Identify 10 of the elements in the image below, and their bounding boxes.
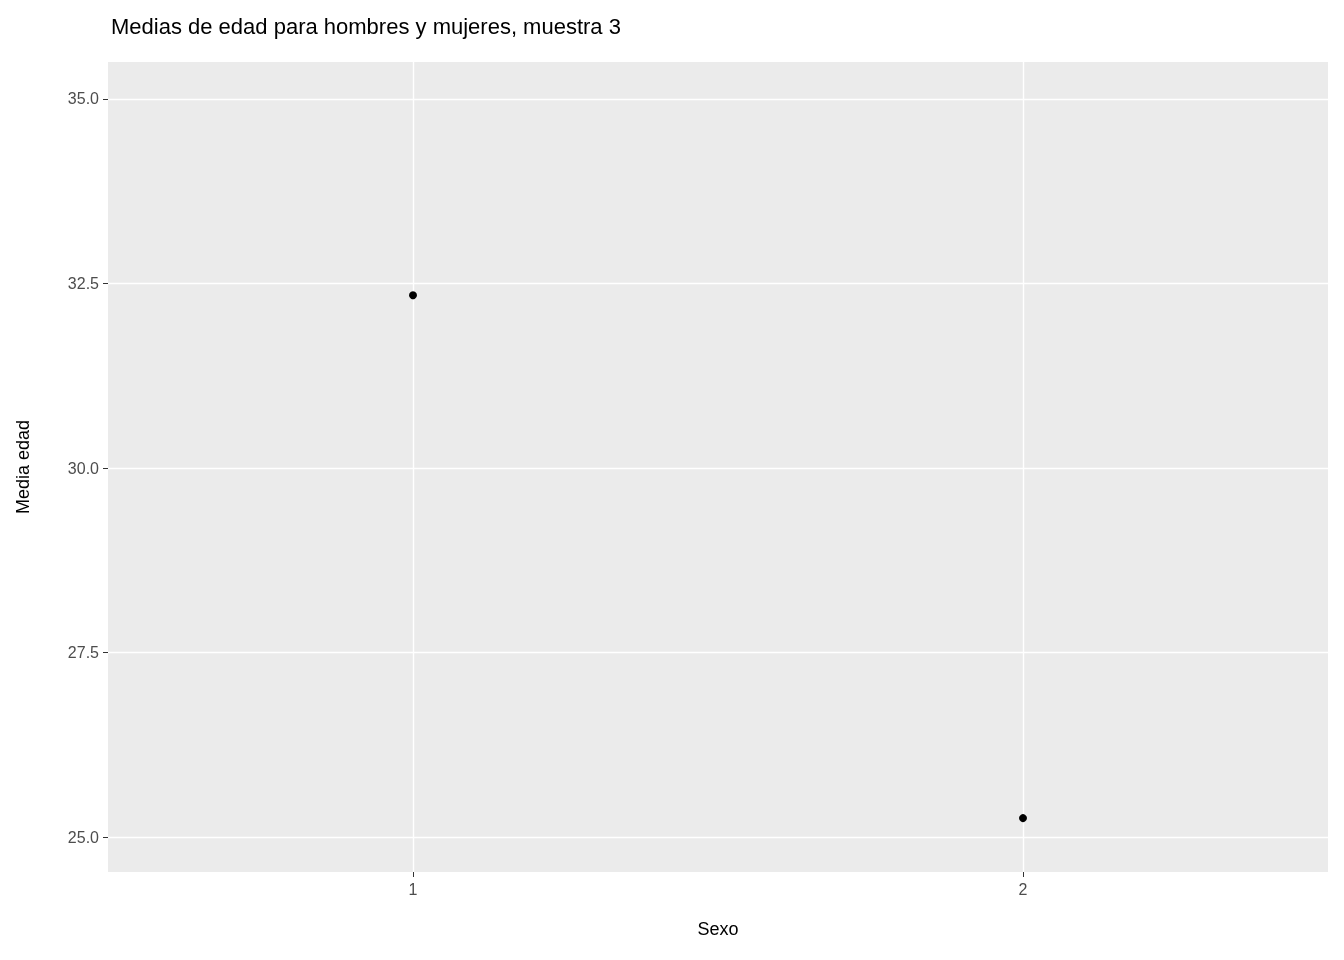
y-tick-label: 25.0: [67, 828, 100, 846]
y-tick-label: 35.0: [67, 90, 100, 108]
y-tick-label: 27.5: [67, 644, 100, 662]
x-tick-label: 1: [408, 880, 418, 898]
chart-title: Medias de edad para hombres y mujeres, muestra 3: [111, 13, 621, 39]
y-tick-label: 30.0: [67, 459, 100, 477]
y-axis-title: Media edad: [13, 419, 33, 515]
x-axis-title: Sexo: [697, 919, 739, 939]
y-tick-label: 32.5: [67, 275, 100, 293]
x-tick-label: 2: [1018, 880, 1028, 898]
